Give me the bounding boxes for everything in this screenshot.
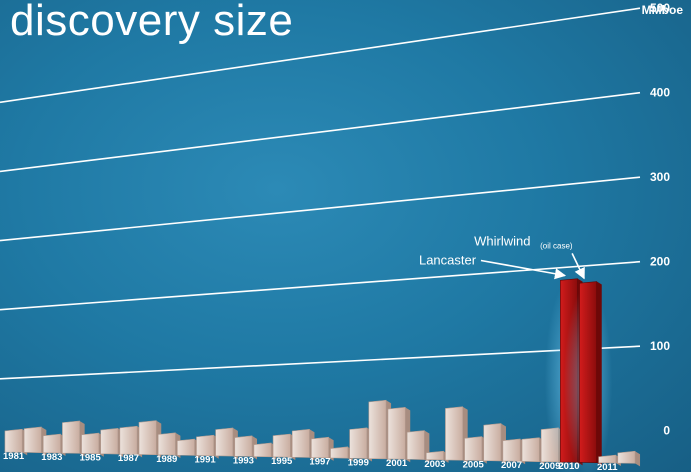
- x-category-label: 1991: [195, 455, 217, 466]
- bar: [196, 434, 215, 457]
- bar: [81, 432, 100, 455]
- bar: [4, 428, 23, 453]
- x-category-label: 1997: [309, 457, 330, 468]
- annotation-label: Whirlwind: [474, 233, 530, 248]
- bar: [521, 437, 540, 462]
- annotation-arrow: [571, 253, 585, 280]
- y-tick-label: 100: [650, 339, 670, 353]
- bar: [368, 399, 387, 460]
- gridline: [0, 345, 641, 380]
- bar: [291, 428, 310, 458]
- unit-label: MMboe: [641, 3, 683, 17]
- x-category-label: 2001: [386, 458, 408, 469]
- bar-side: [635, 451, 641, 467]
- bar: [23, 426, 42, 453]
- x-category-label: 2009: [539, 461, 560, 472]
- x-category-label: 2011: [597, 462, 618, 472]
- bar: [502, 438, 521, 462]
- bar: [42, 433, 61, 454]
- bar: [330, 446, 349, 459]
- bar: [387, 407, 406, 460]
- bar: [598, 454, 617, 464]
- y-tick-label: 500: [650, 1, 670, 15]
- bar: [272, 433, 291, 458]
- slide-title: discovery size: [10, 0, 294, 45]
- y-tick-label: 400: [650, 86, 670, 100]
- x-category-label: 1989: [156, 454, 177, 465]
- x-category-label: 1983: [41, 452, 62, 463]
- x-category-label: 1995: [271, 456, 293, 467]
- bar: [234, 435, 253, 457]
- bar: [464, 436, 483, 461]
- x-category-label: 2007: [501, 460, 522, 471]
- gridline: [0, 176, 641, 242]
- annotation-sublabel: (oil case): [540, 241, 573, 250]
- bar: [215, 427, 234, 457]
- x-category-label: 1987: [118, 453, 139, 464]
- bar: [406, 430, 425, 460]
- bar: [100, 428, 119, 455]
- x-category-label: 2010: [558, 461, 579, 472]
- bar: [138, 420, 157, 456]
- y-tick-label: 200: [650, 255, 670, 269]
- bar: [311, 436, 329, 459]
- y-tick-label: 300: [650, 170, 670, 184]
- bar: [483, 423, 502, 462]
- gridline: [0, 260, 641, 311]
- x-category-label: 1985: [80, 453, 102, 464]
- bar: [119, 425, 138, 455]
- bar: [445, 406, 463, 461]
- gridline: [0, 91, 641, 173]
- bar: [157, 432, 176, 456]
- bar: [177, 438, 195, 456]
- highlight-bar-side: [596, 281, 602, 466]
- bar: [349, 427, 368, 459]
- x-category-label: 2003: [424, 459, 445, 470]
- gridline: [0, 7, 641, 104]
- bar: [617, 450, 636, 464]
- bar: [62, 420, 80, 454]
- x-category-label: 1999: [348, 457, 369, 468]
- x-category-label: 1981: [3, 451, 25, 462]
- bar: [253, 442, 272, 458]
- annotation-arrow: [480, 259, 567, 280]
- x-category-label: 2005: [463, 459, 485, 470]
- highlight-bar: [579, 281, 598, 463]
- y-tick-label: 0: [663, 424, 670, 438]
- bar: [425, 450, 444, 461]
- annotation-label: Lancaster: [419, 252, 477, 267]
- x-category-label: 1993: [233, 455, 254, 466]
